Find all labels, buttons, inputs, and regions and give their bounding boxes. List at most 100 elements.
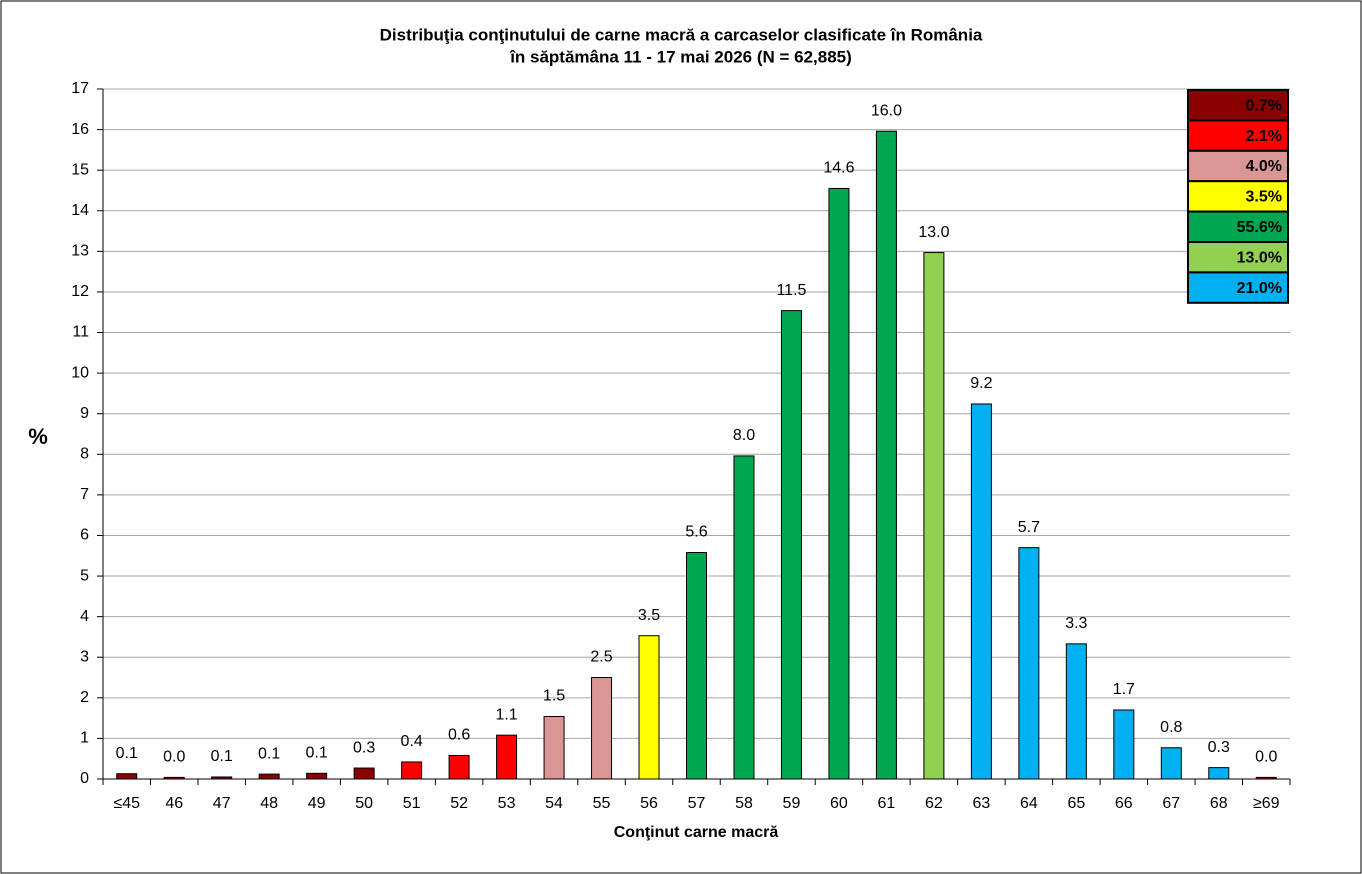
value-label: 0.3: [1208, 739, 1230, 756]
value-label: 8.0: [733, 427, 755, 444]
class-total-box: [1187, 119, 1289, 152]
x-tick-label: 65: [1067, 795, 1085, 812]
class-total-label: 4.0%: [1246, 158, 1282, 175]
value-label: 13.0: [918, 224, 949, 241]
class-total-label: 21.0%: [1237, 280, 1282, 297]
bar: [638, 635, 660, 780]
x-tick-label: 67: [1162, 795, 1180, 812]
value-label: 1.1: [495, 706, 517, 723]
x-tick-label: 49: [308, 795, 326, 812]
value-label: 5.7: [1018, 519, 1040, 536]
y-tick-label: 1: [80, 730, 89, 747]
class-total-box: [1187, 180, 1289, 213]
x-tick-label: 57: [688, 795, 706, 812]
y-tick-label: 13: [71, 243, 89, 260]
y-tick-label: 3: [80, 648, 89, 665]
value-label: 3.3: [1065, 615, 1087, 632]
bar: [211, 776, 233, 780]
x-tick-label: 62: [925, 795, 943, 812]
x-tick-label: 53: [498, 795, 516, 812]
x-tick-label: 55: [593, 795, 611, 812]
chart-subtitle: în săptămâna 11 - 17 mai 2026 (N = 62,88…: [509, 47, 852, 66]
bar: [591, 677, 613, 780]
class-total-box: [1187, 210, 1289, 244]
value-label: 3.5: [638, 607, 660, 624]
value-label: 0.4: [400, 733, 422, 750]
class-total-label: 0.7%: [1246, 97, 1282, 114]
bar: [923, 252, 945, 780]
value-label: 1.5: [543, 688, 565, 705]
y-tick-label: 6: [80, 527, 89, 544]
class-total-box: [1187, 89, 1289, 122]
value-label: 5.6: [685, 524, 707, 541]
x-tick-label: 46: [165, 795, 183, 812]
bar: [1255, 776, 1277, 780]
value-label: 0.1: [211, 748, 233, 765]
value-label: 0.0: [1255, 749, 1277, 766]
x-tick-label: 68: [1210, 795, 1228, 812]
bar: [448, 754, 470, 780]
bar: [163, 776, 185, 780]
class-total-label: 2.1%: [1246, 128, 1282, 145]
value-label: 0.1: [258, 745, 280, 762]
x-tick-label: 61: [878, 795, 896, 812]
bar: [686, 552, 707, 780]
bar: [828, 187, 850, 780]
y-tick-label: 8: [80, 446, 89, 463]
value-label: 1.7: [1113, 681, 1135, 698]
class-total-label: 55.6%: [1237, 219, 1282, 236]
x-axis-label: Conţinut carne macră: [614, 824, 779, 841]
value-label: 0.8: [1160, 719, 1182, 736]
y-tick-label: 12: [71, 283, 89, 300]
y-tick-label: 14: [71, 202, 89, 219]
x-tick-label: 59: [783, 795, 801, 812]
x-tick-label: ≤45: [113, 795, 140, 812]
value-label: 11.5: [776, 282, 806, 299]
value-label: 2.5: [590, 649, 612, 666]
x-tick-label: 64: [1020, 795, 1038, 812]
x-tick-label: 48: [260, 795, 278, 812]
value-label: 16.0: [871, 102, 902, 119]
bar: [496, 734, 518, 780]
class-total-box: [1187, 241, 1289, 274]
bar: [353, 767, 375, 780]
x-tick-label: 58: [735, 795, 753, 812]
x-tick-label: ≥69: [1253, 795, 1280, 812]
x-tick-label: 56: [640, 795, 658, 812]
x-tick-label: 52: [450, 795, 468, 812]
bar: [543, 715, 565, 780]
bar: [1065, 643, 1087, 780]
x-tick-label: 54: [545, 795, 563, 812]
x-tick-label: 63: [972, 795, 990, 812]
y-tick-label: 10: [71, 364, 89, 381]
x-tick-label: 66: [1115, 795, 1133, 812]
value-label: 9.2: [970, 375, 992, 392]
y-tick-label: 0: [80, 770, 89, 787]
value-label: 0.1: [116, 745, 138, 762]
value-label: 0.0: [163, 749, 185, 766]
y-tick-label: 2: [80, 689, 89, 706]
bar: [875, 130, 897, 780]
bar: [258, 773, 280, 780]
bar: [1018, 547, 1040, 780]
bar: [1208, 767, 1230, 780]
value-label: 0.3: [353, 739, 375, 756]
value-label: 0.6: [448, 727, 470, 744]
value-label: 0.1: [306, 745, 328, 762]
x-tick-label: 50: [355, 795, 373, 812]
y-tick-label: 11: [72, 324, 89, 341]
bar: [970, 403, 992, 780]
bar: [1113, 709, 1135, 780]
class-total-label: 13.0%: [1237, 249, 1282, 266]
bar: [1160, 747, 1182, 780]
class-total-label: 3.5%: [1246, 189, 1282, 206]
y-axis-label: %: [28, 424, 48, 449]
y-tick-label: 17: [71, 80, 89, 97]
y-tick-label: 4: [80, 608, 89, 625]
y-tick-label: 7: [80, 486, 89, 503]
bar: [306, 772, 328, 780]
bar: [780, 310, 802, 780]
class-total-box: [1187, 271, 1289, 304]
